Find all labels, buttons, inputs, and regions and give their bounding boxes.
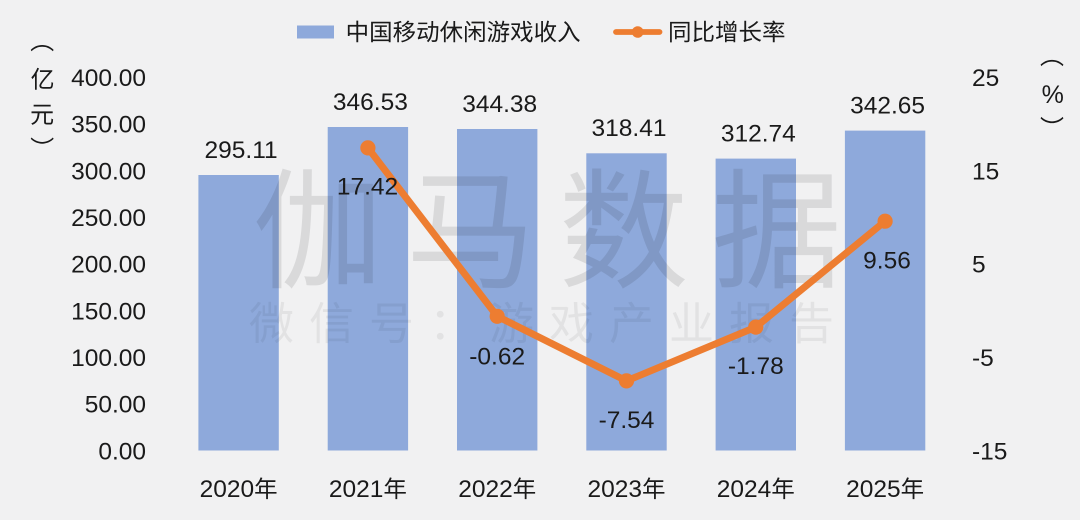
svg-text:-0.62: -0.62 [469, 343, 525, 370]
svg-text:400.00: 400.00 [71, 65, 146, 92]
svg-text:344.38: 344.38 [462, 91, 537, 118]
svg-text:200.00: 200.00 [71, 252, 146, 279]
svg-text:295.11: 295.11 [205, 137, 278, 164]
svg-text:312.74: 312.74 [721, 121, 796, 148]
svg-text:250.00: 250.00 [71, 205, 146, 232]
svg-text:2024: 2024 [717, 476, 772, 503]
svg-text:100.00: 100.00 [71, 345, 146, 372]
svg-text:50.00: 50.00 [85, 392, 146, 419]
svg-text:15: 15 [972, 158, 999, 185]
svg-text:300.00: 300.00 [71, 158, 146, 185]
svg-text:2023: 2023 [588, 476, 643, 503]
svg-text:-15: -15 [972, 438, 1007, 465]
svg-text:346.53: 346.53 [333, 89, 408, 116]
svg-text:342.65: 342.65 [850, 93, 925, 120]
svg-text:-5: -5 [972, 345, 994, 372]
svg-text:%: % [1042, 81, 1064, 109]
svg-text:2022: 2022 [458, 476, 513, 503]
svg-text:-1.78: -1.78 [728, 353, 784, 380]
svg-text:2025: 2025 [846, 476, 901, 503]
svg-text:5: 5 [972, 252, 986, 279]
svg-text:17.42: 17.42 [337, 174, 398, 201]
svg-text:-7.54: -7.54 [599, 407, 655, 434]
svg-text:25: 25 [972, 65, 999, 92]
svg-text:318.41: 318.41 [592, 115, 667, 142]
svg-text:9.56: 9.56 [863, 248, 911, 275]
svg-text:350.00: 350.00 [71, 112, 146, 139]
svg-text:0.00: 0.00 [98, 438, 146, 465]
svg-text:2021: 2021 [329, 476, 384, 503]
svg-text:2020: 2020 [200, 476, 255, 503]
svg-text:150.00: 150.00 [71, 298, 146, 325]
